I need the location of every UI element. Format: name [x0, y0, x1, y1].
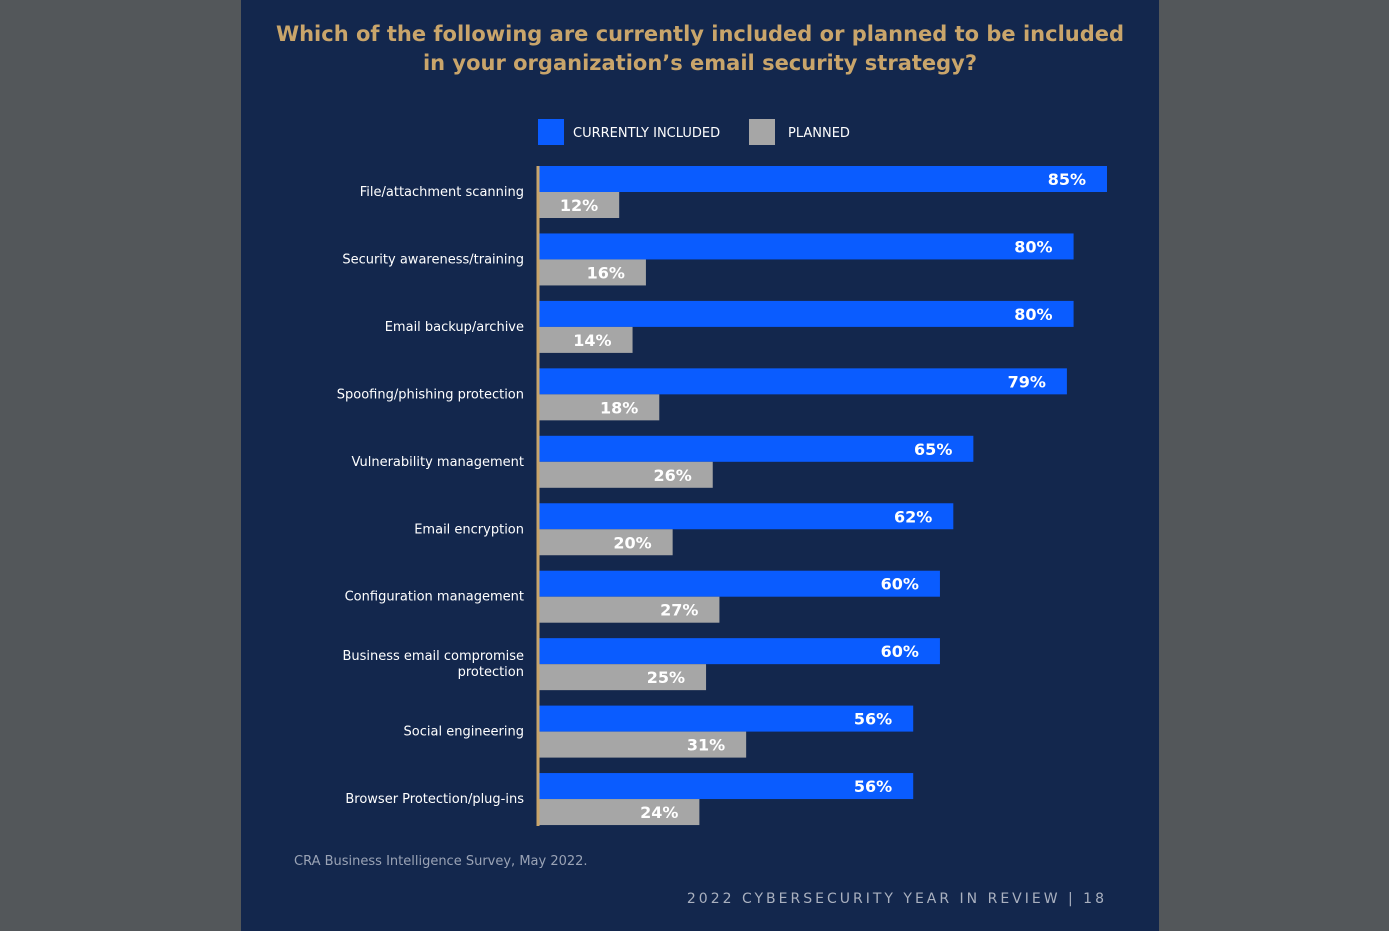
bar-chart: CURRENTLY INCLUDED PLANNED 85% 12% 80% 16% 80…: [337, 119, 1107, 827]
category-label-line: Browser Protection/plug-ins: [345, 792, 524, 807]
data-label-currently-included: 56%: [854, 777, 892, 796]
data-label-planned: 24%: [640, 803, 678, 822]
legend-swatch-planned: [749, 119, 775, 145]
bar-currently-included: [539, 773, 914, 800]
category-label-line: protection: [458, 665, 524, 680]
chart-title-line-1: Which of the following are currently inc…: [275, 22, 1125, 46]
page-footer: 2022 CYBERSECURITY YEAR IN REVIEW | 18: [686, 891, 1107, 907]
category-label: Email encryption: [414, 522, 524, 537]
category-label-line: Configuration management: [345, 590, 524, 605]
category-label-line: File/attachment scanning: [360, 185, 524, 200]
data-label-currently-included: 65%: [914, 440, 952, 459]
bar-planned: [539, 799, 700, 826]
bar-currently-included: [539, 233, 1074, 260]
category-label: Configuration management: [345, 590, 524, 605]
category-label-line: Vulnerability management: [351, 455, 524, 470]
data-label-currently-included: 79%: [1008, 372, 1046, 391]
data-label-planned: 27%: [660, 601, 698, 620]
category-label: Email backup/archive: [385, 320, 524, 335]
bar-planned: [539, 192, 620, 218]
legend-label-currently-included: CURRENTLY INCLUDED: [573, 126, 720, 141]
bar-planned: [539, 529, 673, 556]
data-label-currently-included: 85%: [1048, 170, 1086, 189]
data-label-planned: 31%: [687, 736, 725, 755]
bar-currently-included: [539, 368, 1067, 395]
category-label: Business email compromise protection: [342, 649, 524, 680]
chart-category-labels: File/attachment scanning Security awarene…: [337, 185, 524, 807]
bar-currently-included: [539, 503, 954, 530]
bar-currently-included: [539, 705, 914, 732]
data-label-currently-included: 62%: [894, 507, 932, 526]
legend-swatch-currently-included: [538, 119, 564, 145]
category-label: File/attachment scanning: [360, 185, 524, 200]
data-label-planned: 18%: [600, 398, 638, 417]
data-label-currently-included: 60%: [881, 575, 919, 594]
bar-currently-included: [539, 638, 940, 665]
legend-label-planned: PLANNED: [788, 126, 850, 141]
data-label-currently-included: 80%: [1014, 237, 1052, 256]
bar-planned: [539, 731, 747, 758]
data-label-planned: 12%: [560, 196, 598, 215]
data-label-planned: 25%: [647, 668, 685, 687]
category-label: Security awareness/training: [342, 252, 524, 267]
data-label-currently-included: 60%: [881, 642, 919, 661]
category-label: Social engineering: [404, 725, 524, 740]
chart-title-line-2: in your organization’s email security st…: [422, 51, 978, 75]
bar-planned: [539, 664, 707, 691]
bar-planned: [539, 394, 660, 421]
bar-currently-included: [539, 435, 974, 462]
source-note: CRA Business Intelligence Survey, May 20…: [294, 854, 588, 869]
category-label-line: Social engineering: [404, 725, 524, 740]
data-label-planned: 20%: [613, 533, 651, 552]
data-label-currently-included: 80%: [1014, 305, 1052, 324]
category-label-line: Business email compromise: [342, 649, 524, 664]
chart-title: Which of the following are currently inc…: [241, 20, 1159, 78]
bar-planned: [539, 259, 646, 286]
category-label-line: Email backup/archive: [385, 320, 524, 335]
category-label-line: Email encryption: [414, 522, 524, 537]
category-label: Vulnerability management: [351, 455, 524, 470]
chart-legend: CURRENTLY INCLUDED PLANNED: [538, 119, 850, 145]
data-label-planned: 16%: [587, 263, 625, 282]
category-label: Browser Protection/plug-ins: [345, 792, 524, 807]
chart-bars: 85% 12% 80% 16% 80% 14% 79% 18% 65% 26% 62% 20% 60% 2…: [539, 166, 1107, 826]
bar-currently-included: [539, 300, 1074, 327]
data-label-planned: 26%: [653, 466, 691, 485]
bar-planned: [539, 596, 720, 623]
bar-planned: [539, 461, 713, 488]
bar-currently-included: [539, 570, 940, 597]
category-label-line: Security awareness/training: [342, 252, 524, 267]
category-label: Spoofing/phishing protection: [337, 387, 524, 402]
bar-currently-included: [539, 166, 1107, 192]
bar-planned: [539, 326, 633, 353]
report-page: Which of the following are currently inc…: [241, 0, 1159, 931]
data-label-currently-included: 56%: [854, 710, 892, 729]
data-label-planned: 14%: [573, 331, 611, 350]
category-label-line: Spoofing/phishing protection: [337, 387, 524, 402]
